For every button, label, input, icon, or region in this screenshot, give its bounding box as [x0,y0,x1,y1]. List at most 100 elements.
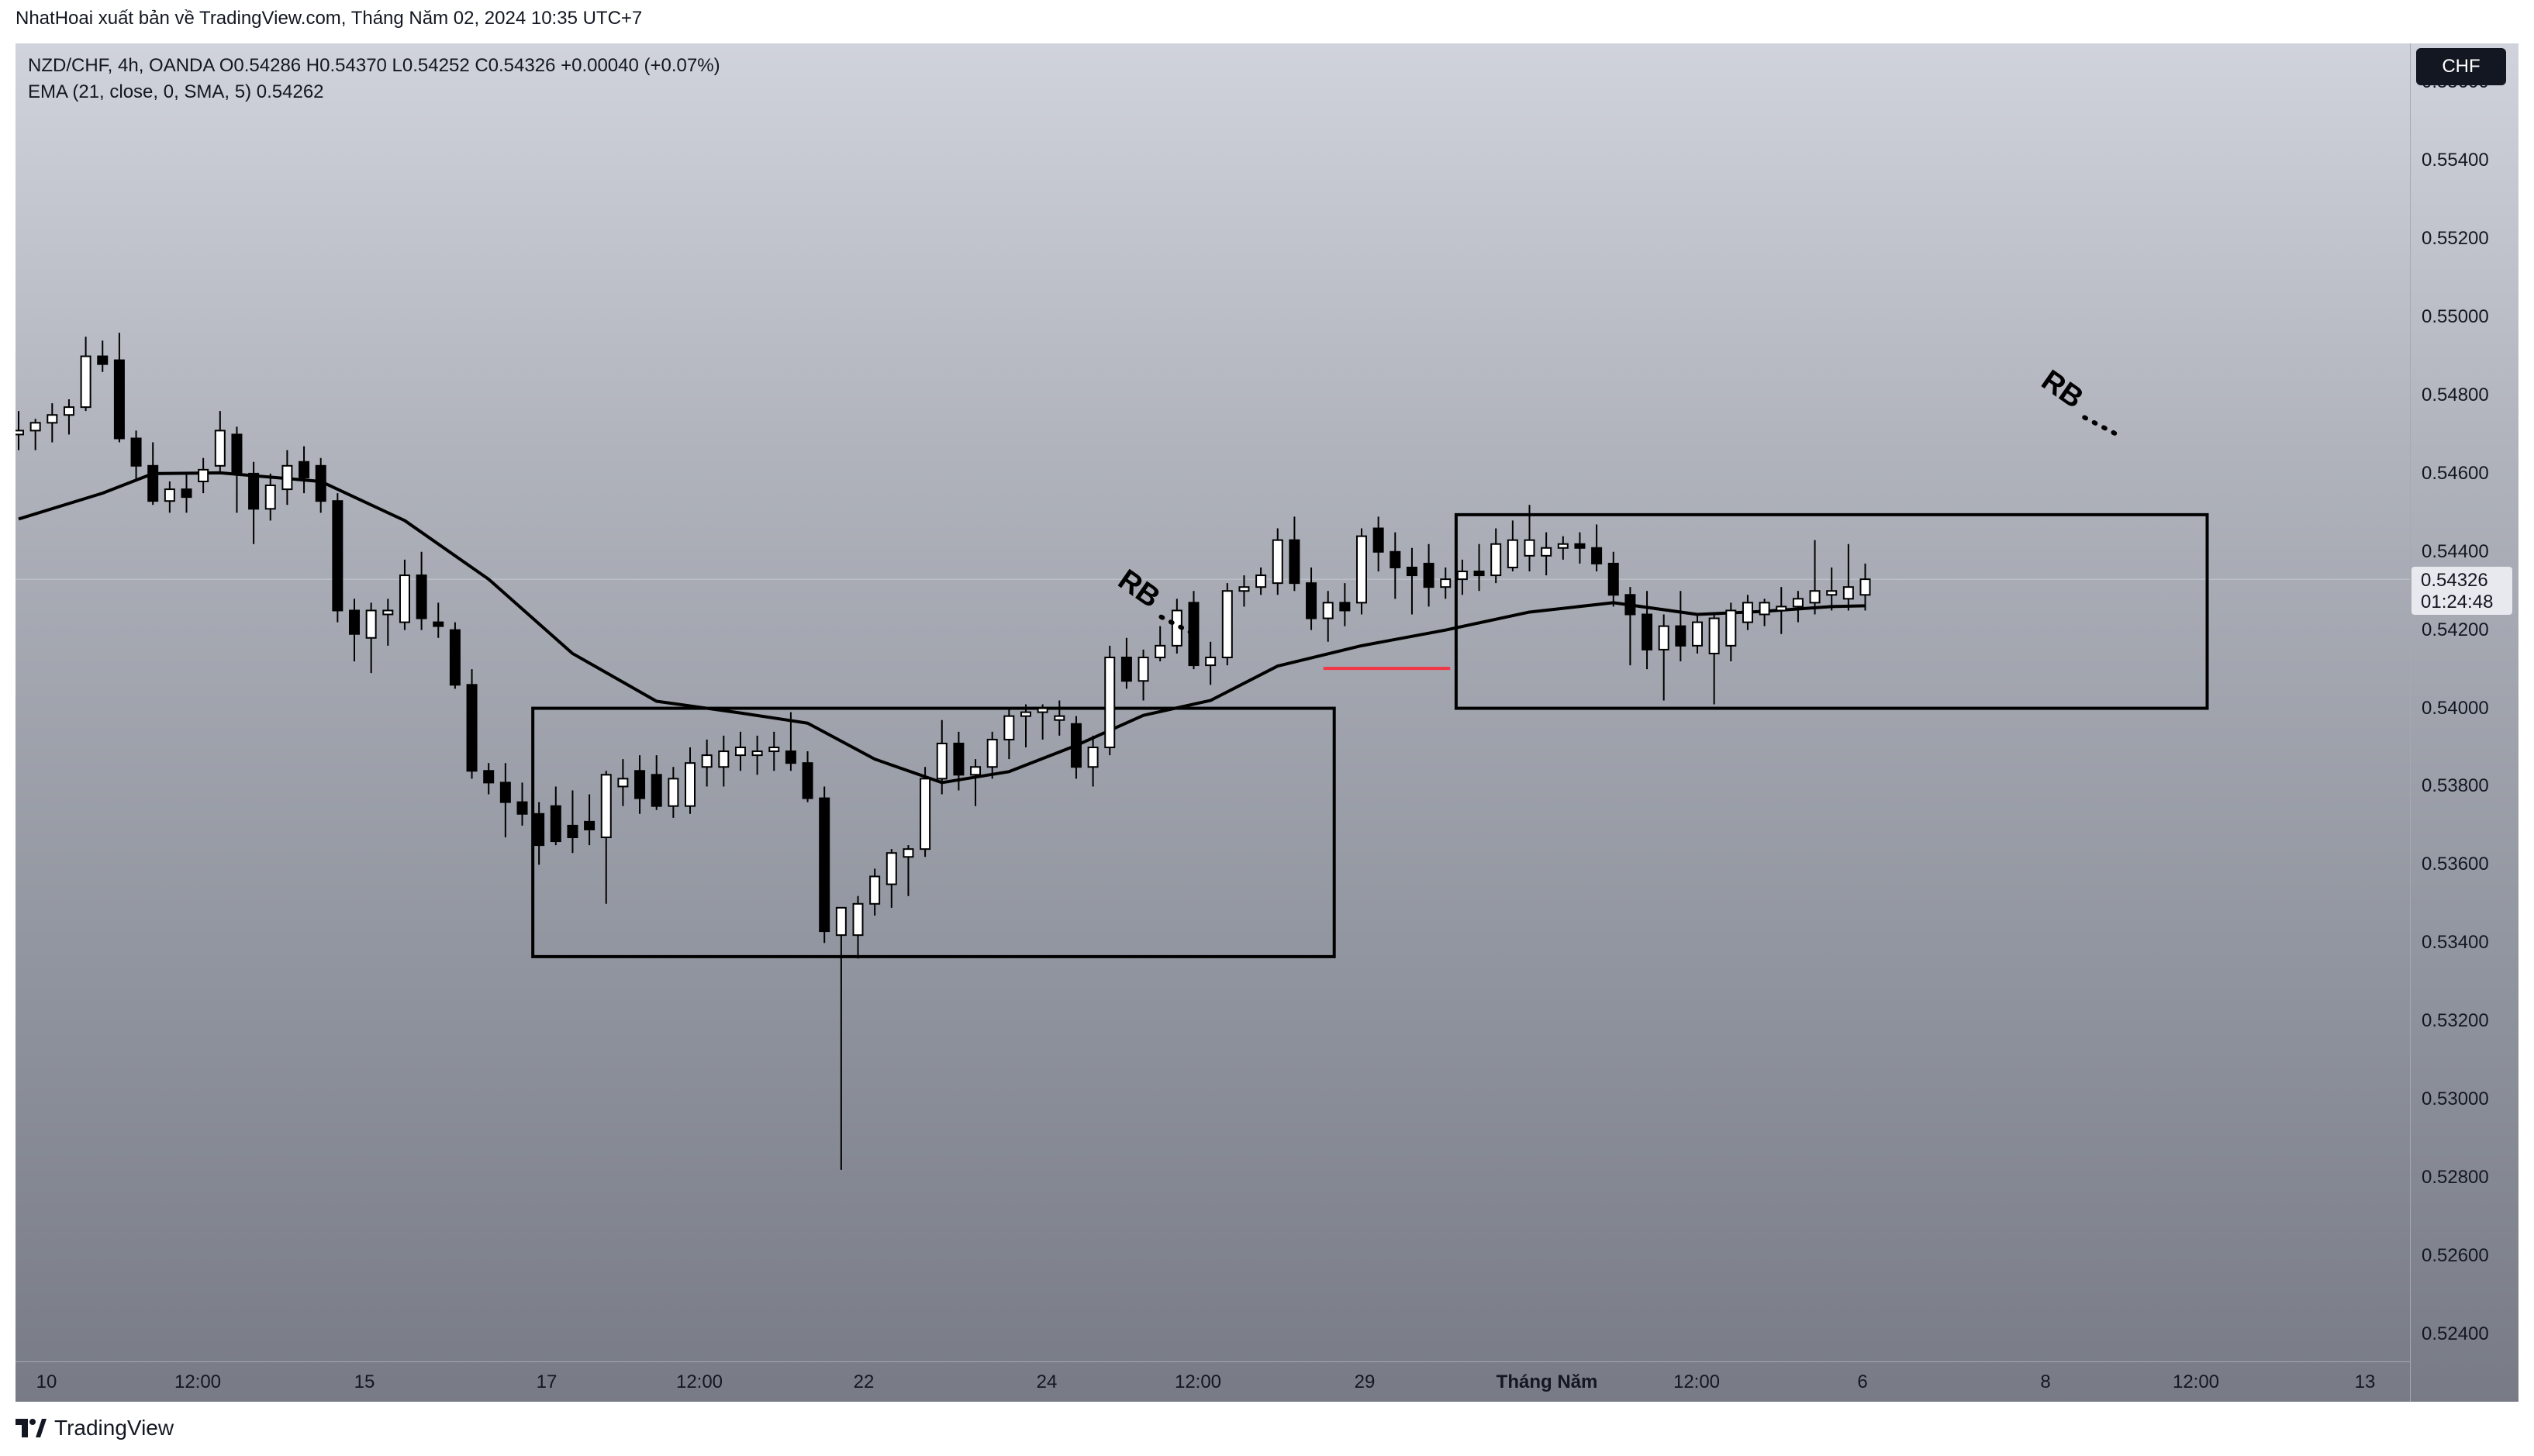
candle-body [29,422,41,432]
candle [1692,614,1703,654]
candle-body [835,906,847,937]
candle [1289,516,1300,592]
candle [1725,602,1737,662]
candle [264,473,276,521]
candle-body [365,609,377,639]
candle [1221,583,1233,666]
price-tick: 0.54200 [2422,619,2489,640]
candle [1742,595,1753,630]
candle [1390,532,1401,599]
chart-pane[interactable]: RB RB NZD/CHF, 4h, OANDA O0.54286 H0.5437… [16,43,2518,1402]
candle [147,442,159,505]
candle-body [1776,606,1787,612]
candle [970,759,982,806]
time-tick: 12:00 [174,1371,222,1392]
candle [1272,528,1283,595]
candle-body [1541,547,1552,557]
candle [113,333,125,443]
plot-area[interactable]: RB RB [16,43,2410,1361]
candle-body [1120,656,1132,682]
candle [1842,543,1854,611]
price-chart[interactable]: RB RB [16,43,2410,1361]
candle-body [130,437,142,467]
candle [1120,637,1132,689]
time-tick: 24 [1036,1371,1058,1392]
candle-body [567,824,578,839]
time-axis[interactable]: 10 12:00 15 17 12:00 22 24 12:00 29 Tháng Năm 12:0… [16,1361,2410,1403]
publisher-line: NhatHoai xuất bản về TradingView.com, Th… [16,8,643,29]
candle-body [1440,578,1452,588]
candle-body [1607,562,1619,596]
candle-body [718,750,730,768]
candle [734,731,746,771]
candle-body [903,848,914,858]
candle [97,340,109,372]
candle [16,411,24,450]
candle-body [315,464,326,502]
candle [1205,641,1217,685]
candle [315,457,326,513]
candle [1642,591,1653,670]
candle [869,868,881,916]
currency-badge[interactable]: CHF [2416,48,2506,85]
candle [1238,575,1250,607]
candle [1675,591,1686,662]
price-tick: 0.52600 [2422,1244,2489,1266]
candle [130,430,142,481]
candle-body [231,433,243,474]
candle-body [1289,539,1300,585]
candle [365,602,377,674]
candle [550,786,561,846]
candle-body [819,797,830,933]
candle-body [1221,590,1233,658]
candle-body [1692,621,1703,647]
candle [516,782,528,826]
candle-body [986,738,998,768]
candle [1255,567,1267,595]
candle-body [63,406,74,416]
candle [29,419,41,450]
bar-countdown: 01:24:48 [2421,592,2494,613]
candle [1809,540,1821,615]
time-tick: 6 [1857,1371,1868,1392]
candle-body [1087,747,1099,768]
candle-body [1037,707,1048,713]
candle [634,755,646,814]
candle [198,457,209,494]
candle-body [634,770,646,799]
price-tick: 0.54800 [2422,385,2489,405]
price-tick: 0.53800 [2422,775,2489,797]
candle [1087,735,1099,787]
candle-body [1372,527,1384,553]
candle [248,461,260,544]
price-tick: 0.55200 [2422,228,2489,250]
price-axis[interactable]: 0.556000.554000.552000.550000.548000.546… [2410,43,2519,1402]
candle [399,559,410,630]
candle-body [416,574,427,619]
price-tick: 0.53600 [2422,854,2489,875]
rb-annotation-1: RB [1112,564,1165,615]
candle-body [1003,715,1015,740]
rb-dotted-line-2 [2082,415,2120,437]
candle [466,669,478,779]
candle-body [1759,602,1770,616]
candle-body [1456,571,1468,581]
candle-body [47,414,58,424]
candle [1826,567,1838,611]
last-price-value: 0.54326 [2421,570,2488,592]
price-tick: 0.55400 [2422,150,2489,171]
candle [751,735,763,775]
candle [181,473,192,513]
candle [1574,532,1586,564]
candle-body [1070,723,1082,768]
candle-body [499,781,511,803]
candle [1759,599,1770,626]
candle-body [920,778,931,850]
candle-body [1255,574,1267,588]
price-tick: 0.53200 [2422,1010,2489,1032]
candle-body [1524,539,1535,557]
candle-body [1591,547,1603,564]
candle [1037,704,1048,740]
candle [668,767,679,818]
candle [584,794,596,846]
